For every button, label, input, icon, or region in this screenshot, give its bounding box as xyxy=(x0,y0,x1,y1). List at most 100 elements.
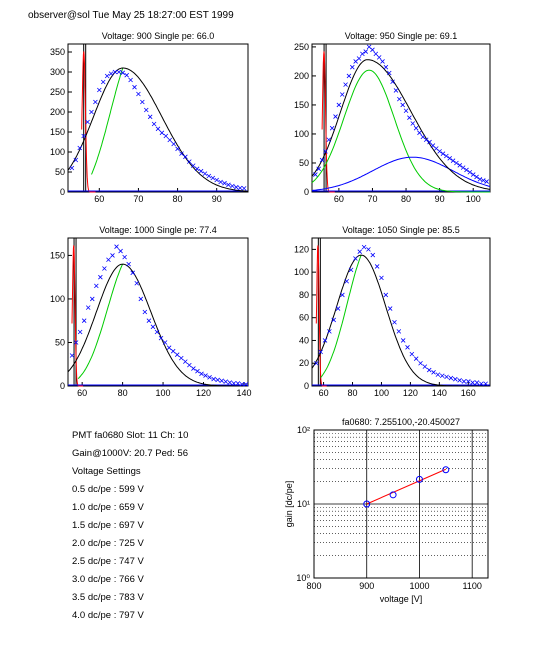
gain-data-point xyxy=(363,500,371,508)
data-point-marker xyxy=(439,373,445,379)
data-point-marker xyxy=(89,109,94,115)
x-tick-label: 80 xyxy=(118,388,128,398)
data-point-marker xyxy=(214,177,219,183)
data-point-marker xyxy=(396,329,402,334)
x-axis-label: voltage [V] xyxy=(380,594,423,604)
data-point-marker xyxy=(154,329,160,335)
data-point-marker xyxy=(418,360,423,366)
plot-frame xyxy=(311,43,491,193)
pedestal-curve xyxy=(315,245,327,387)
histogram-panel-2 xyxy=(311,43,491,193)
data-point-marker xyxy=(393,88,399,93)
data-point-marker xyxy=(386,70,392,76)
y-tick-label: 150 xyxy=(294,100,309,110)
data-point-marker xyxy=(158,335,164,341)
data-point-marker xyxy=(233,184,239,190)
data-point-marker xyxy=(357,249,363,254)
data-point-marker xyxy=(114,244,119,249)
data-point-marker xyxy=(437,149,442,154)
y-tick-label: 250 xyxy=(294,42,309,52)
plot-frame xyxy=(67,237,249,387)
setting-line: 3.5 dc/pe : 783 V xyxy=(72,592,144,603)
data-point-marker xyxy=(202,171,208,176)
data-point-marker xyxy=(187,159,192,164)
data-point-marker xyxy=(366,247,371,252)
data-point-marker xyxy=(361,244,367,250)
data-point-marker xyxy=(93,99,98,105)
pedestal-curve xyxy=(71,245,84,387)
data-point-marker xyxy=(104,73,110,79)
data-point-marker xyxy=(207,375,212,380)
y-tick-label: 300 xyxy=(50,67,65,77)
data-point-marker xyxy=(199,371,204,377)
data-point-marker xyxy=(346,73,352,79)
y-tick-label: 80 xyxy=(299,290,309,300)
data-point-marker xyxy=(447,156,452,161)
total-fit-curve xyxy=(67,263,248,387)
data-point-marker xyxy=(467,169,473,175)
y-tick-label: 10¹ xyxy=(297,499,310,509)
y-tick-label: 120 xyxy=(294,244,309,254)
y-tick-label: 100 xyxy=(294,267,309,277)
data-point-marker xyxy=(483,381,488,387)
data-point-marker xyxy=(400,102,405,108)
data-point-marker xyxy=(132,84,137,90)
gain-line: Gain@1000V: 20.7 Ped: 56 xyxy=(72,448,188,459)
data-point-marker xyxy=(327,329,332,334)
data-point-marker xyxy=(171,141,176,147)
data-point-marker xyxy=(379,275,384,281)
gain-plot xyxy=(313,429,489,579)
x-tick-label: 90 xyxy=(435,194,445,204)
setting-line: 2.0 dc/pe : 725 V xyxy=(72,538,144,549)
data-point-marker xyxy=(314,360,319,366)
data-point-marker xyxy=(183,359,188,364)
data-point-marker xyxy=(470,380,475,385)
data-point-marker xyxy=(400,338,406,343)
data-point-marker xyxy=(100,79,106,85)
data-point-marker xyxy=(178,355,184,361)
y-tick-label: 100 xyxy=(50,147,65,157)
data-point-marker xyxy=(223,379,229,384)
data-point-marker xyxy=(143,107,149,113)
data-point-marker xyxy=(318,349,323,355)
data-point-marker xyxy=(136,91,141,97)
y-tick-label: 50 xyxy=(299,158,309,168)
data-point-marker xyxy=(423,137,429,143)
data-point-marker xyxy=(210,175,216,181)
data-point-marker xyxy=(323,149,328,154)
data-point-marker xyxy=(370,252,376,258)
x-tick-label: 100 xyxy=(374,388,389,398)
data-point-marker xyxy=(319,157,325,163)
x-tick-label: 60 xyxy=(94,194,104,204)
data-point-marker xyxy=(466,379,471,384)
y-tick-label: 10⁰ xyxy=(296,573,310,583)
gain-data-point xyxy=(389,491,397,499)
data-point-marker xyxy=(470,172,476,177)
data-point-marker xyxy=(231,381,237,386)
data-point-marker xyxy=(170,348,176,354)
data-point-marker xyxy=(175,146,180,152)
data-point-marker xyxy=(140,99,145,105)
gain-data-point xyxy=(415,475,423,483)
data-point-marker xyxy=(112,69,118,75)
x-tick-label: 90 xyxy=(212,194,222,204)
data-point-marker xyxy=(138,296,144,302)
data-point-marker xyxy=(427,139,432,145)
data-point-marker xyxy=(360,51,365,57)
x-tick-label: 70 xyxy=(133,194,143,204)
data-point-marker xyxy=(397,96,402,102)
data-point-marker xyxy=(339,92,345,97)
data-point-marker xyxy=(73,340,79,345)
data-point-marker xyxy=(356,56,362,61)
data-point-marker xyxy=(340,292,345,298)
chart-title: Voltage: 950 Single pe: 69.1 xyxy=(345,31,458,41)
y-tick-label: 150 xyxy=(50,250,65,260)
x-tick-label: 100 xyxy=(466,194,481,204)
histogram-panel-4 xyxy=(311,237,491,387)
setting-line: 2.5 dc/pe : 747 V xyxy=(72,556,144,567)
data-point-marker xyxy=(331,317,336,323)
data-point-marker xyxy=(174,352,180,357)
data-point-marker xyxy=(474,174,479,180)
data-point-marker xyxy=(326,137,332,143)
